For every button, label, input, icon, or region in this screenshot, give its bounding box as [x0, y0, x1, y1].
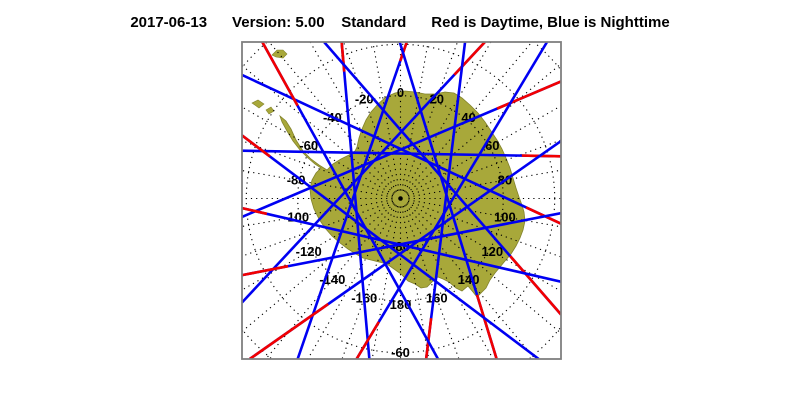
satellite-track-day — [453, 42, 486, 76]
satellite-track-day — [242, 264, 289, 277]
longitude-label: 100 — [494, 209, 516, 224]
satellite-track-day — [248, 303, 329, 359]
satellite-track-night — [296, 42, 409, 359]
longitude-label: 160 — [426, 291, 448, 306]
satellite-track-day — [261, 42, 299, 107]
longitude-label: 120 — [481, 244, 503, 259]
latitude-label: -60 — [391, 345, 410, 360]
satellite-track-night — [242, 134, 540, 359]
satellite-track-night — [424, 42, 467, 359]
satellite-track-night — [242, 206, 561, 284]
graticule-ray — [407, 139, 561, 197]
satellite-tracks — [242, 42, 561, 359]
graticule-ray — [307, 205, 397, 359]
longitude-label: 0 — [397, 85, 404, 100]
island — [271, 49, 288, 59]
graticule-ray — [404, 205, 494, 359]
satellite-track-day — [242, 206, 268, 216]
longitude-label: -60 — [299, 138, 318, 153]
satellite-track-day — [509, 255, 561, 316]
graticule-ray — [242, 140, 394, 197]
satellite-track-day — [424, 318, 433, 359]
island — [251, 99, 265, 109]
longitude-label: -120 — [296, 244, 322, 259]
graticule-ray — [242, 106, 394, 195]
graticule-ray — [242, 200, 394, 257]
graticule-ray — [402, 42, 458, 192]
satellite-track-night — [340, 42, 371, 359]
graticule-ray — [343, 42, 399, 192]
longitude-label: -80 — [287, 173, 306, 188]
antarctica-landmass — [279, 90, 526, 298]
graticule-ray — [372, 42, 400, 191]
satellite-track-night — [242, 42, 486, 304]
satellite-track-day — [242, 134, 271, 158]
satellite-track-night — [355, 42, 549, 359]
graticule-ray — [341, 205, 399, 359]
graticule-ray — [242, 65, 395, 194]
satellite-track-day — [475, 294, 498, 359]
longitude-label: 20 — [430, 91, 444, 106]
graticule-ray — [242, 203, 395, 332]
south-pole-marker — [398, 196, 403, 201]
map-border — [241, 41, 562, 360]
graticule-ray — [401, 42, 429, 191]
graticule-ray — [407, 200, 561, 258]
graticule-ray — [402, 205, 460, 359]
satellite-track-night — [242, 149, 561, 158]
graticule-ray — [407, 202, 561, 292]
plot-title: 2017-06-13 Version: 5.00 Standard Red is… — [130, 14, 670, 31]
longitude-label: -100 — [283, 209, 309, 224]
longitude-label: 60 — [485, 138, 499, 153]
satellite-track-day — [355, 321, 380, 359]
map-content: 0 20406080100120140160180-160-140-120-100… — [242, 42, 561, 360]
longitude-label: -20 — [355, 91, 374, 106]
graticule-ray — [407, 105, 561, 195]
satellite-track-day — [340, 42, 346, 72]
satellite-track-day — [496, 80, 561, 110]
longitude-label: 140 — [458, 272, 480, 287]
